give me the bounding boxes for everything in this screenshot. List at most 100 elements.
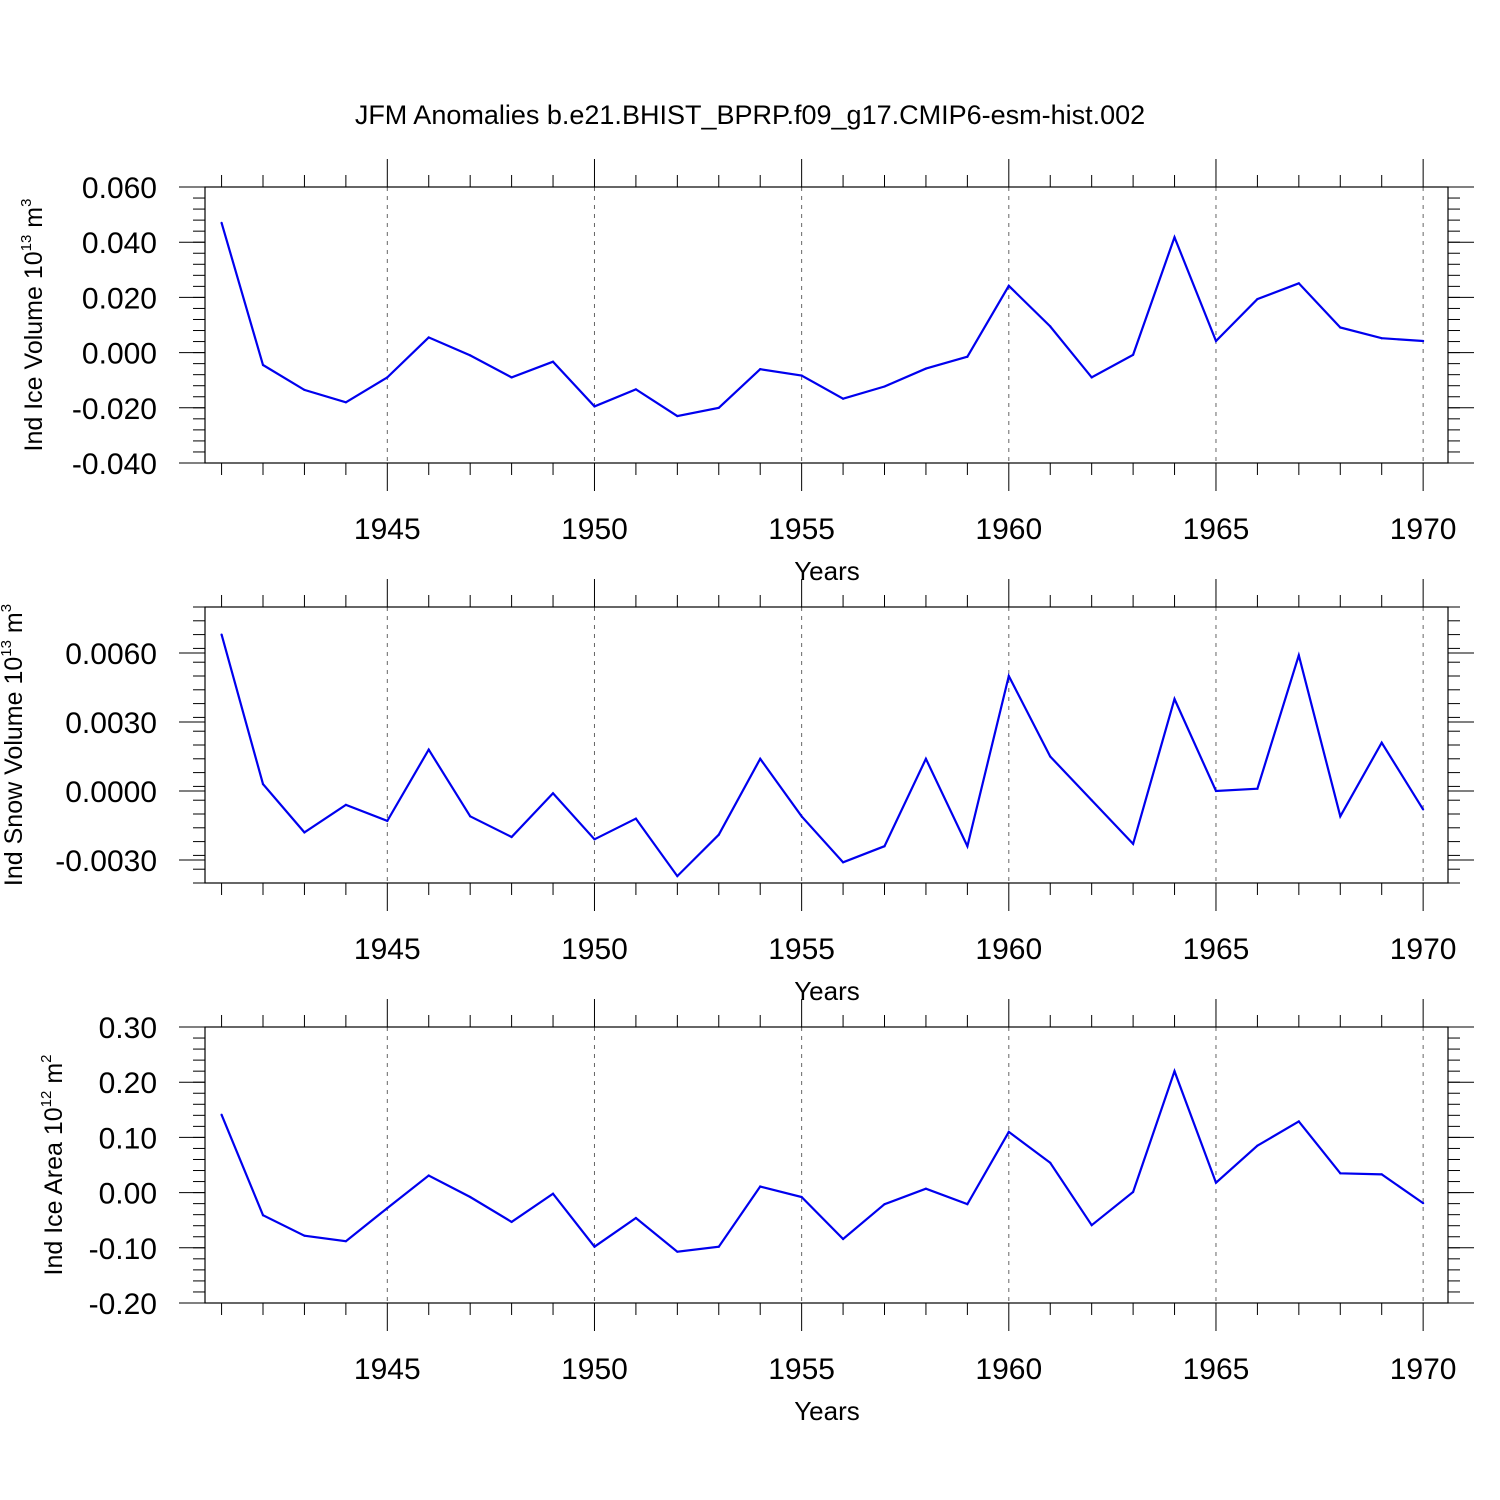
y-axis-title: Ind Ice Area 1012 m2 <box>38 1055 68 1276</box>
data-point <box>883 385 886 388</box>
y-tick-label: -0.20 <box>89 1288 157 1321</box>
data-point <box>1090 376 1093 379</box>
y-tick-label: 0.000 <box>82 338 157 371</box>
series-line <box>220 222 1424 418</box>
data-point <box>1090 799 1093 802</box>
x-tick-label: 1945 <box>354 933 421 966</box>
data-point <box>1007 284 1010 287</box>
data-point <box>1132 842 1135 846</box>
data-point <box>1339 1172 1342 1175</box>
data-point <box>1173 1070 1176 1073</box>
data-point <box>676 414 679 418</box>
data-point <box>800 1195 803 1199</box>
x-axis-title: Years <box>794 556 860 586</box>
y-tick-label: 0.00 <box>99 1178 157 1211</box>
series-line <box>220 1067 1424 1253</box>
chart-panel-1: 1945 1950 1955 1960 1965 1970 Years -0.040 -0.02… <box>18 159 1474 586</box>
data-point <box>1380 1173 1383 1176</box>
data-point <box>966 845 969 848</box>
data-point <box>593 1245 596 1248</box>
y-tick-label: 0.0030 <box>65 707 157 740</box>
x-tick-label: 1955 <box>768 513 835 546</box>
data-point <box>1049 755 1052 758</box>
data-point <box>883 1203 886 1206</box>
data-point <box>427 1174 430 1177</box>
data-point <box>386 1206 389 1210</box>
data-point <box>1380 337 1383 340</box>
x-tick-label: 1950 <box>561 513 628 546</box>
data-point <box>427 336 430 339</box>
data-point <box>841 1237 845 1241</box>
data-point <box>386 376 389 379</box>
data-point <box>634 388 638 391</box>
y-tick-label: 0.10 <box>99 1122 157 1155</box>
data-point <box>924 1187 928 1190</box>
data-point <box>344 803 347 806</box>
y-tick-label: 0.0060 <box>65 638 157 671</box>
x-tick-label: 1965 <box>1183 933 1250 966</box>
data-point <box>551 1192 555 1195</box>
data-point <box>717 1245 720 1248</box>
data-point <box>883 845 886 848</box>
data-point <box>1297 282 1300 285</box>
data-point <box>220 1113 223 1116</box>
x-tick-label: 1960 <box>975 513 1042 546</box>
x-axis-title: Years <box>794 1396 860 1426</box>
data-point <box>593 838 596 841</box>
data-point <box>759 368 762 371</box>
y-tick-label: 0.30 <box>99 1012 157 1045</box>
data-point <box>469 1195 472 1199</box>
data-point <box>1339 815 1342 818</box>
data-point <box>1339 326 1342 329</box>
data-point <box>427 748 430 751</box>
data-point <box>261 783 265 786</box>
data-point <box>759 1185 762 1188</box>
y-tick-label: -0.040 <box>72 448 157 481</box>
chart-panel-3: 1945 1950 1955 1960 1965 1970 Years -0.20 -0.10 0… <box>38 999 1474 1426</box>
data-point <box>303 1234 306 1237</box>
series-line <box>220 634 1425 878</box>
y-tick-label: -0.10 <box>89 1233 157 1266</box>
data-point <box>966 355 969 358</box>
data-point <box>303 388 306 391</box>
data-point <box>261 363 265 367</box>
x-tick-label: 1950 <box>561 1353 628 1386</box>
x-tick-label: 1960 <box>975 933 1042 966</box>
data-point <box>510 835 513 839</box>
data-point <box>924 367 928 370</box>
data-point <box>1173 697 1176 701</box>
data-point <box>303 831 306 834</box>
x-tick-label: 1965 <box>1183 513 1250 546</box>
x-tick-label: 1950 <box>561 933 628 966</box>
chart-panel-2: 1945 1950 1955 1960 1965 1970 Years -0.0030 0.00… <box>0 579 1474 1006</box>
data-point <box>551 792 555 795</box>
data-point <box>1049 325 1052 328</box>
y-tick-label: 0.0000 <box>65 776 157 809</box>
data-point <box>634 1216 638 1220</box>
data-point <box>1214 1181 1218 1184</box>
data-point <box>1007 1130 1010 1133</box>
data-point <box>1297 654 1300 657</box>
data-point <box>1422 1201 1425 1205</box>
data-point <box>634 817 638 820</box>
data-point <box>966 1203 969 1206</box>
x-tick-label: 1955 <box>768 933 835 966</box>
data-point <box>717 406 720 409</box>
y-axis-title: Ind Snow Volume 1013 m3 <box>0 604 28 886</box>
data-point <box>1173 236 1176 239</box>
data-point <box>800 815 803 818</box>
x-tick-label: 1965 <box>1183 1353 1250 1386</box>
chart-panels: 1945 1950 1955 1960 1965 1970 Years -0.040 -0.02… <box>0 159 1474 1426</box>
data-point <box>1090 1224 1093 1227</box>
data-point <box>261 1214 265 1217</box>
data-point <box>841 861 845 864</box>
data-point <box>344 401 347 404</box>
y-tick-label: -0.020 <box>72 393 157 426</box>
data-point <box>220 633 223 636</box>
x-tick-label: 1955 <box>768 1353 835 1386</box>
data-point <box>1007 674 1010 678</box>
data-point <box>386 819 389 823</box>
plot-frame <box>204 1026 1449 1304</box>
data-point <box>717 833 720 836</box>
